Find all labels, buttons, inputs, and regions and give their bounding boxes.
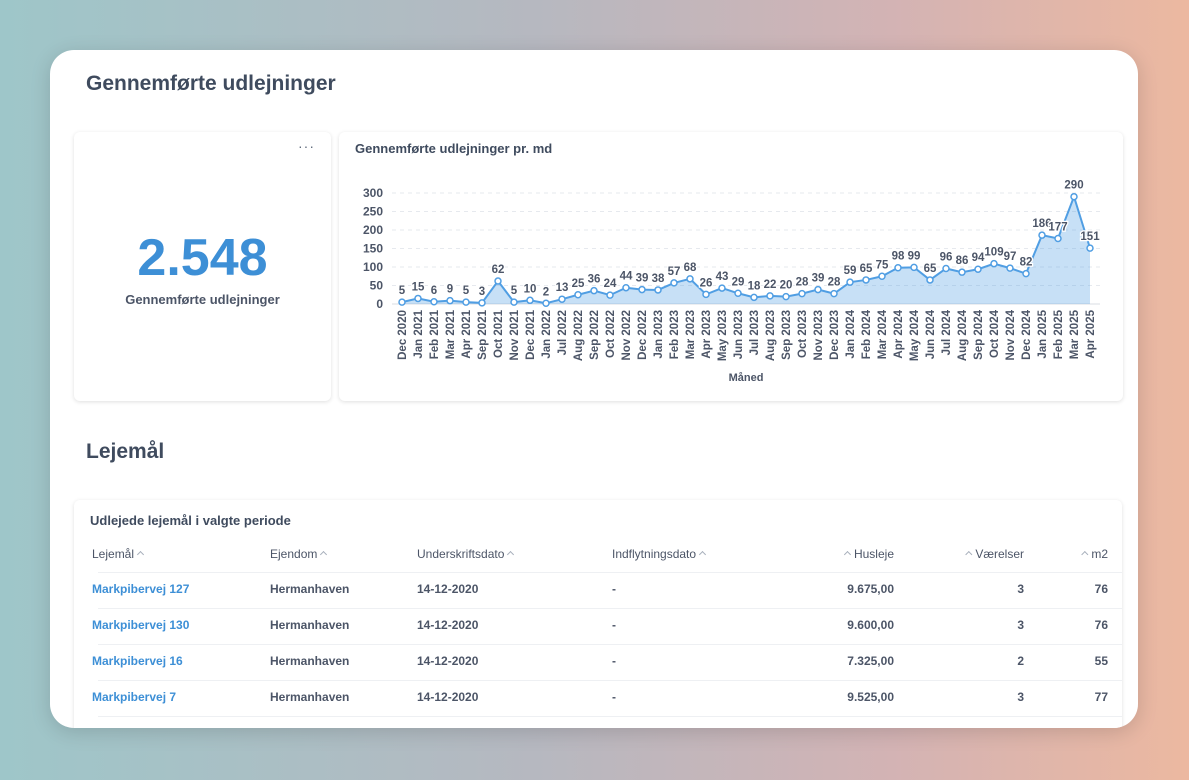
table-cell: 3	[1017, 582, 1024, 596]
table-cell: Hermanhaven	[270, 582, 349, 596]
table-cell: 9.525,00	[847, 690, 894, 704]
column-header[interactable]: Ejendom	[270, 547, 330, 561]
table-cell: 9.600,00	[847, 618, 894, 632]
table-cell: -	[612, 618, 616, 632]
table-card: Udlejede lejemål i valgte periode Lejemå…	[74, 500, 1122, 728]
cell-text: -	[612, 654, 616, 668]
cell-text: 14-12-2020	[417, 690, 479, 704]
cell-text: Ejendom	[270, 547, 318, 561]
cell-text: 3	[1017, 618, 1024, 632]
cell-text: 77	[1094, 690, 1108, 704]
table-cell: 76	[1095, 618, 1108, 632]
row-separator	[98, 716, 1122, 717]
table-title: Udlejede lejemål i valgte periode	[90, 513, 291, 528]
table-cell: 3	[1017, 690, 1024, 704]
cell-text: Hermanhaven	[270, 654, 350, 668]
cell-text: Værelser	[975, 547, 1024, 561]
table-cell: 3	[1017, 618, 1024, 632]
table-cell: 14-12-2020	[417, 690, 478, 704]
cell-text: Markpibervej 7	[92, 690, 177, 704]
chart-card	[339, 132, 1123, 401]
table-cell: 7.325,00	[847, 654, 894, 668]
kpi-card: ··· 2.548 Gennemførte udlejninger	[74, 132, 331, 401]
table-cell: Hermanhaven	[270, 654, 349, 668]
sort-icon	[320, 550, 328, 559]
cell-text: Indflytningsdato	[612, 547, 697, 561]
table-cell: 14-12-2020	[417, 582, 478, 596]
row-link[interactable]: Markpibervej 7	[92, 690, 176, 704]
cell-text: m2	[1091, 547, 1108, 561]
table-cell: Hermanhaven	[270, 690, 349, 704]
cell-text: 9.525,00	[847, 690, 894, 704]
sort-icon	[507, 550, 515, 559]
cell-text: 9.600,00	[847, 618, 894, 632]
cell-text: -	[612, 618, 616, 632]
cell-text: Hermanhaven	[270, 690, 350, 704]
cell-text: 14-12-2020	[417, 654, 479, 668]
cell-text: Husleje	[853, 547, 894, 561]
page-title: Gennemførte udlejninger	[86, 72, 336, 95]
column-header[interactable]: Værelser	[962, 547, 1024, 561]
cell-text: 76	[1094, 582, 1108, 596]
cell-text: Hermanhaven	[270, 618, 350, 632]
cell-text: Markpibervej 127	[92, 582, 190, 596]
cell-text: -	[612, 582, 616, 596]
table-cell: 76	[1095, 582, 1108, 596]
cell-text: 3	[1017, 690, 1024, 704]
row-link[interactable]: Markpibervej 127	[92, 582, 189, 596]
cell-text: Hermanhaven	[270, 582, 350, 596]
row-link[interactable]: Markpibervej 130	[92, 618, 189, 632]
sort-icon	[965, 550, 973, 559]
cell-text: -	[612, 690, 616, 704]
table-cell: -	[612, 690, 616, 704]
cell-text: Markpibervej 130	[92, 618, 190, 632]
cell-text: Lejemål	[92, 547, 135, 561]
cell-text: 9.675,00	[847, 582, 894, 596]
menu-dots[interactable]: ···	[298, 138, 315, 154]
cell-text: 14-12-2020	[417, 582, 479, 596]
column-header[interactable]: Husleje	[841, 547, 894, 561]
table-cell: 9.675,00	[847, 582, 894, 596]
sort-icon	[843, 550, 852, 559]
row-separator	[98, 680, 1122, 681]
row-link[interactable]: Markpibervej 16	[92, 654, 183, 668]
table-cell: 55	[1095, 654, 1108, 668]
column-header[interactable]: Underskriftsdato	[417, 547, 517, 561]
table-cell: 77	[1095, 690, 1108, 704]
cell-text: 7.325,00	[847, 654, 894, 668]
sort-icon	[136, 550, 145, 559]
row-separator	[98, 572, 1122, 573]
section-title: Lejemål	[86, 440, 165, 463]
row-separator	[98, 608, 1122, 609]
cell-text: Underskriftsdato	[417, 547, 505, 561]
table-cell: -	[612, 582, 616, 596]
sort-icon	[1081, 550, 1089, 559]
cell-text: Markpibervej 16	[92, 654, 183, 668]
dashboard-card: Gennemførte udlejninger ··· 2.548 Gennem…	[50, 50, 1138, 728]
cell-text: 76	[1094, 618, 1108, 632]
sort-icon	[699, 550, 707, 559]
cell-text: 3	[1017, 582, 1024, 596]
table-cell: -	[612, 654, 616, 668]
table-cell: 14-12-2020	[417, 654, 478, 668]
kpi-value: 2.548	[137, 229, 268, 287]
cell-text: 14-12-2020	[417, 618, 479, 632]
table-cell: Hermanhaven	[270, 618, 349, 632]
column-header[interactable]: Lejemål	[92, 547, 147, 561]
kpi-label: Gennemførte udlejninger	[125, 292, 280, 307]
cell-text: 55	[1094, 654, 1108, 668]
column-header[interactable]: Indflytningsdato	[612, 547, 709, 561]
cell-text: 2	[1017, 654, 1024, 668]
column-header[interactable]: m2	[1078, 547, 1108, 561]
table-cell: 2	[1017, 654, 1024, 668]
row-separator	[98, 644, 1122, 645]
table-cell: 14-12-2020	[417, 618, 478, 632]
